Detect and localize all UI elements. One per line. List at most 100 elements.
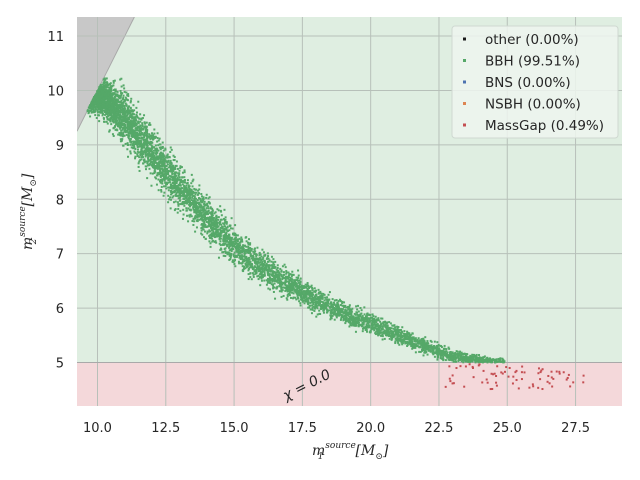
bbh-point [265,262,268,265]
bbh-point [129,130,132,133]
bbh-point [101,95,104,98]
bbh-point [293,280,296,283]
bbh-point [366,313,369,316]
bbh-point [115,128,118,131]
bbh-point [315,302,318,305]
bbh-point [135,132,138,135]
bbh-point [372,318,375,321]
bbh-point [163,170,166,173]
bbh-point [141,128,144,131]
bbh-point [249,247,252,250]
bbh-point [150,148,153,151]
bbh-point [371,322,374,325]
bbh-point [343,318,346,321]
bbh-point [197,209,200,212]
bbh-point [104,89,107,92]
bbh-point [297,269,300,272]
bbh-point [351,321,354,324]
bbh-point [330,310,333,313]
bbh-point [377,317,380,320]
bbh-point [370,319,373,322]
bbh-point [230,244,233,247]
bbh-point [373,318,376,321]
bbh-point [410,336,413,339]
bbh-point [154,176,157,179]
bbh-point [206,232,209,235]
bbh-point [377,319,380,322]
bbh-point [263,269,266,272]
bbh-point [454,355,457,358]
bbh-point [108,98,111,101]
bbh-point [131,146,134,149]
bbh-point [339,300,342,303]
bbh-point [309,308,312,311]
bbh-point [129,101,132,104]
bbh-point [160,189,163,192]
bbh-point [300,298,303,301]
bbh-point [223,243,226,246]
bbh-point [160,146,163,149]
bbh-point [196,213,199,216]
bbh-point [257,267,260,270]
bbh-point [337,304,340,307]
bbh-point [220,223,223,226]
bbh-point [462,359,465,362]
bbh-point [118,104,121,107]
bbh-point [233,260,236,263]
bbh-point [416,344,419,347]
bbh-point [455,357,458,360]
bbh-point [198,205,201,208]
bbh-point [123,115,126,118]
bbh-point [177,207,180,210]
bbh-point [174,185,177,188]
bbh-point [213,212,216,215]
bbh-point [197,203,200,206]
bbh-point [208,201,211,204]
bbh-point [148,123,151,126]
bbh-point [333,311,336,314]
bbh-point [465,353,468,356]
bbh-point [304,295,307,298]
bbh-point [122,98,125,101]
bbh-point [370,326,373,329]
bbh-point [251,259,254,262]
bbh-point [317,291,320,294]
bbh-point [129,100,132,103]
bbh-point [224,251,227,254]
bbh-point [226,226,229,229]
bbh-point [156,151,159,154]
bbh-point [276,275,279,278]
bbh-point [212,224,215,227]
bbh-point [187,184,190,187]
bbh-point [220,218,223,221]
bbh-point [298,294,301,297]
bbh-point [348,312,351,315]
bbh-point [202,216,205,219]
bbh-point [153,159,156,162]
bbh-point [179,209,182,212]
bbh-point [98,110,101,113]
bbh-point [274,277,277,280]
bbh-point [325,303,328,306]
bbh-point [262,274,265,277]
bbh-point [336,302,339,305]
bbh-point [380,331,383,334]
bbh-point [163,191,166,194]
bbh-point [347,314,350,317]
bbh-point [200,213,203,216]
bbh-point [233,263,236,266]
bbh-point [215,241,218,244]
bbh-point [131,112,134,115]
bbh-point [220,210,223,213]
bbh-point [142,151,145,154]
bbh-point [101,114,104,117]
bbh-point [149,141,152,144]
bbh-point [445,355,448,358]
bbh-point [427,346,430,349]
bbh-point [115,103,118,106]
bbh-point [142,142,145,145]
bbh-point [120,129,123,132]
bbh-point [101,109,104,112]
bbh-point [377,333,380,336]
bbh-point [134,151,137,154]
